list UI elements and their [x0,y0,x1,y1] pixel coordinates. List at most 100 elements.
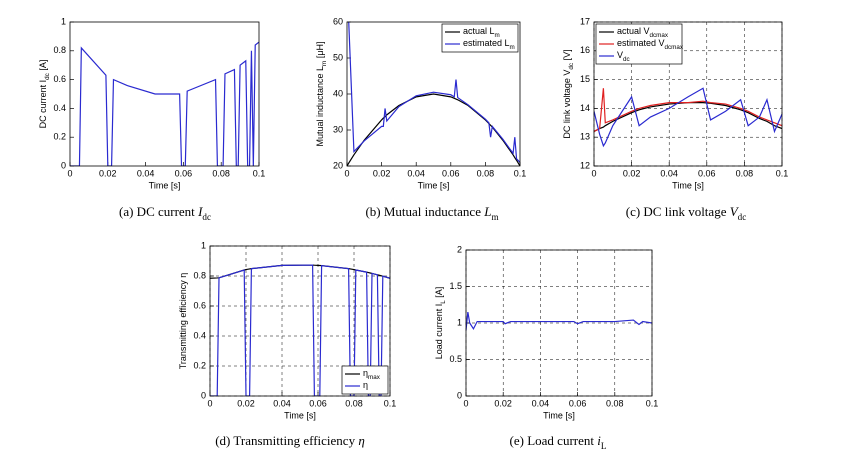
legend-label-sub: dcmax [650,32,669,39]
x-tick-label: 0.06 [698,168,716,178]
caption-math: L [483,204,491,219]
x-tick-label: 0.06 [569,398,587,408]
x-tick-label: 0.02 [373,168,391,178]
y-axis-label-sub: dc [44,73,51,80]
y-axis-label-after: [A] [434,287,444,301]
plot-frame [209,245,391,397]
subplot: 20 30 40 50 60 0 0.02 0.04 0.06 0.08 0.1 Time [s] Mu… [315,16,526,222]
x-tick-label: 0.06 [175,168,193,178]
legend-label-name: actual V [617,26,650,36]
caption-math: i [597,433,601,448]
legend-label-sub: dcmax [665,44,684,51]
legend-label: Vdc [617,50,630,63]
legend-label-sub: m [495,32,500,39]
y-tick-label: 1 [61,16,66,26]
y-axis-label-text: Mutual inductance L [315,66,325,147]
y-tick-label: 13 [580,132,590,142]
y-axis-label: DC link voltage Vdc [V] [562,49,575,138]
y-tick-label: 0 [457,390,462,400]
y-tick-label: 30 [333,124,343,134]
legend-label: ηmax [363,368,381,381]
caption: (b) Mutual inductance Lm [365,204,498,222]
legend-box [341,365,389,395]
x-axis-label: Time [s] [149,180,181,190]
x-tick-label: 0.06 [309,398,327,408]
legend-label-name: actual L [463,26,495,36]
x-tick-label: 0 [591,168,596,178]
y-tick-label: 50 [333,52,343,62]
x-tick-label: 0.08 [212,168,230,178]
x-tick-label: 0 [207,398,212,408]
caption-sub: m [491,212,498,222]
y-axis-label-sub: dc [568,63,575,70]
legend-label: actual Lm [463,26,500,39]
caption-sub: L [601,441,607,451]
x-tick-label: 0.02 [494,398,512,408]
subplot: 0 0.2 0.4 0.6 0.8 1 0 0.02 0.04 0.06 0.08 0.1 Time [… [38,16,265,222]
y-tick-label: 2 [457,244,462,254]
y-axis-label-text: Transmitting efficiency η [178,273,188,370]
y-tick-label: 0.2 [193,360,206,370]
legend-label: actual Vdcmax [617,26,669,39]
caption-text: (e) Load current [510,433,598,448]
y-tick-label: 17 [580,16,590,26]
caption-text: (a) DC current [119,204,198,219]
subplot: 0 0.5 1 1.5 2 0 0.02 0.04 0.06 0.08 0.1 Time [s] Loa… [434,244,658,451]
subplot: 0 0.2 0.4 0.6 0.8 1 0 0.02 0.04 0.06 0.08 0.1 Time [… [178,240,396,448]
y-tick-label: 15 [580,74,590,84]
caption: (a) DC current Idc [119,204,211,222]
y-axis-label: Mutual inductance Lm [μH] [315,42,328,147]
x-tick-label: 0.08 [477,168,495,178]
x-tick-label: 0.08 [736,168,754,178]
caption-math: I [197,204,203,219]
caption: (c) DC link voltage Vdc [626,204,747,222]
y-tick-label: 0.6 [193,300,206,310]
series-line [594,88,782,132]
caption-sub: dc [738,212,747,222]
y-tick-label: 16 [580,45,590,55]
y-tick-label: 0.8 [193,270,206,280]
subplot: 12 13 14 15 16 17 0 0.02 0.04 0.06 0.08 0.1 Time [s]… [562,16,788,222]
y-axis-label: DC current Idc [A] [38,60,51,129]
legend-label-sub: m [510,44,515,51]
y-tick-label: 0 [201,390,206,400]
legend-box [441,23,519,53]
x-tick-label: 0.04 [137,168,155,178]
x-tick-label: 0.04 [407,168,425,178]
x-tick-label: 0.04 [660,168,678,178]
caption-sub: dc [202,212,211,222]
y-tick-label: 20 [333,160,343,170]
caption-text: (c) DC link voltage [626,204,730,219]
caption-text: (b) Mutual inductance [365,204,484,219]
series-line [594,102,782,132]
plot-frame [593,21,783,167]
y-tick-label: 0.6 [53,74,66,84]
x-tick-label: 0.1 [776,168,789,178]
legend-label-name: estimated L [463,38,510,48]
caption: (e) Load current iL [510,433,607,451]
x-axis-label: Time [s] [418,180,450,190]
x-tick-label: 0.02 [623,168,641,178]
y-tick-label: 14 [580,103,590,113]
y-tick-label: 0.8 [53,45,66,55]
y-axis-label: Load current IL [A] [434,287,447,360]
y-tick-label: 1 [457,317,462,327]
series-line [348,22,520,163]
y-axis-label-text: DC link voltage V [562,70,572,139]
x-axis-label: Time [s] [543,410,575,420]
plot-frame [69,21,260,167]
x-tick-label: 0.1 [646,398,659,408]
x-tick-label: 0.02 [99,168,117,178]
x-tick-label: 0.02 [237,398,255,408]
y-axis-label: Transmitting efficiency η [178,273,188,370]
caption: (d) Transmitting efficiency η [215,433,365,448]
caption-math: V [730,204,740,219]
caption-text: (d) Transmitting efficiency [215,433,358,448]
y-tick-label: 1 [201,240,206,250]
series-line [210,264,390,396]
legend-label: estimated Vdcmax [617,38,684,51]
y-tick-label: 0.5 [449,354,462,364]
caption-math: η [358,433,364,448]
x-tick-label: 0 [463,398,468,408]
x-axis-label: Time [s] [672,180,704,190]
